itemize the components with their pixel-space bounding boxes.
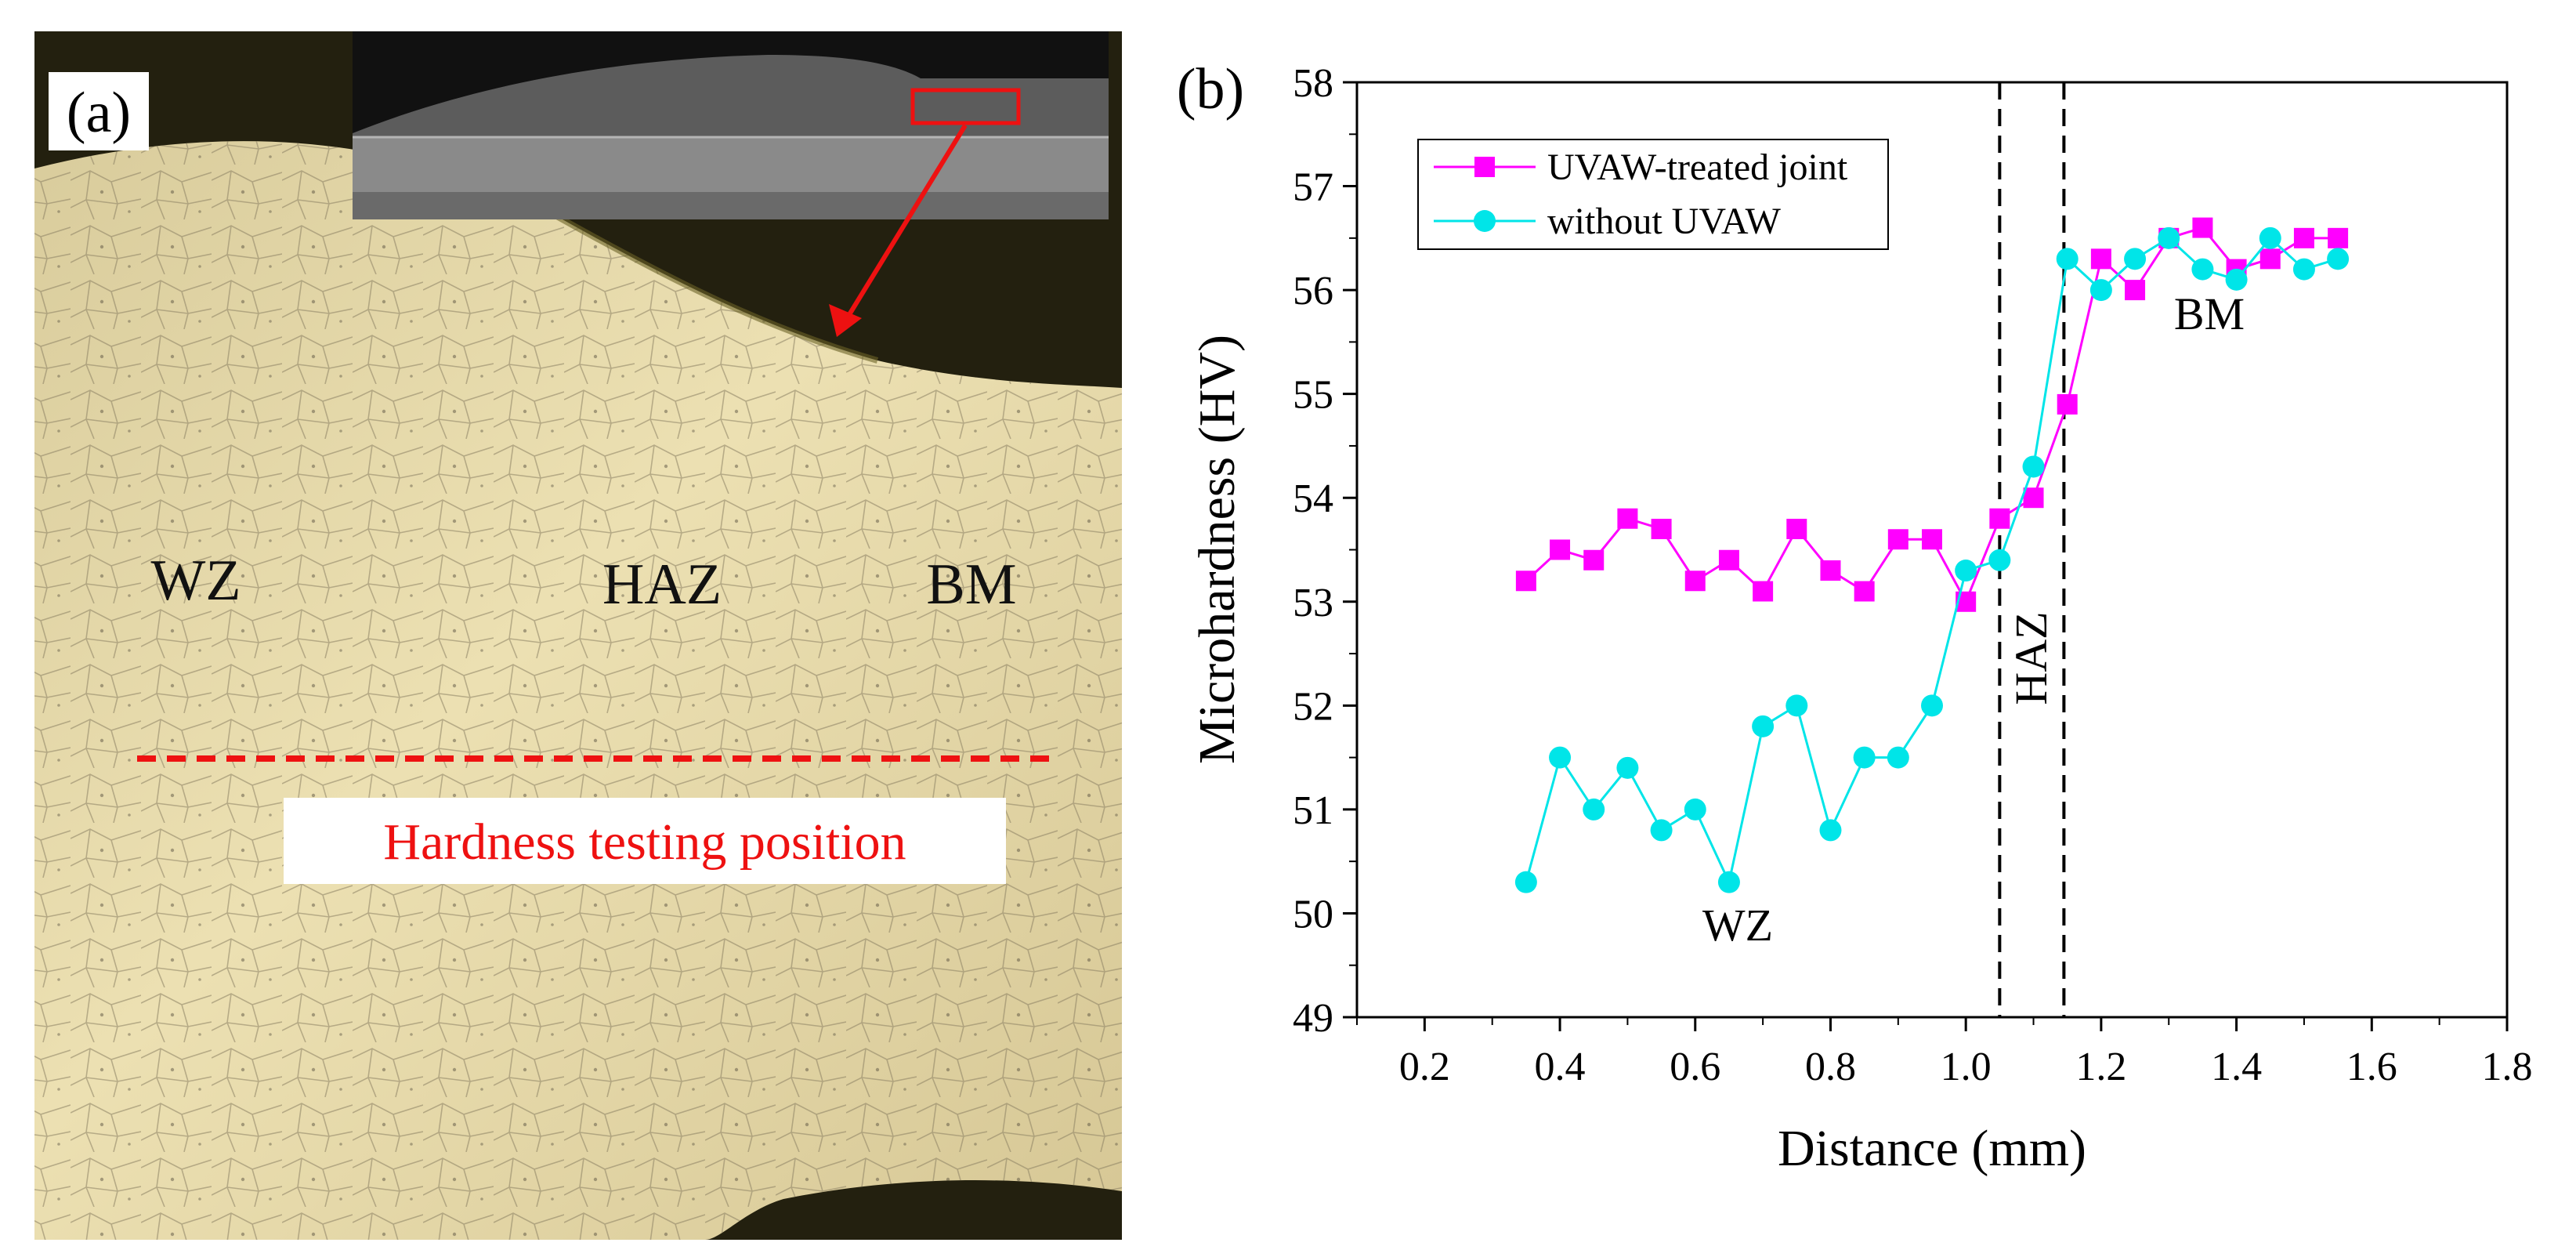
legend-label-uvaw: UVAW-treated joint (1547, 147, 1848, 188)
x-tick-label: 0.8 (1805, 1045, 1856, 1089)
point-uvaw (1820, 560, 1841, 581)
x-tick-label: 1.8 (2482, 1045, 2533, 1089)
y-tick-label: 58 (1293, 61, 1333, 106)
point-without-uvaw (1616, 756, 1639, 779)
point-without-uvaw (1988, 549, 2011, 571)
point-uvaw (2293, 227, 2314, 248)
point-uvaw (2125, 280, 2146, 301)
point-without-uvaw (2022, 455, 2045, 478)
point-uvaw (1515, 571, 1536, 592)
panel-b-label: (b) (1177, 57, 1244, 121)
y-tick-label: 55 (1293, 373, 1333, 418)
inset-cross-section (353, 31, 1109, 219)
point-without-uvaw (1752, 715, 1775, 737)
point-uvaw (1684, 571, 1706, 592)
point-without-uvaw (2158, 226, 2180, 249)
point-uvaw (1583, 549, 1605, 571)
point-without-uvaw (2225, 268, 2248, 291)
point-without-uvaw (2124, 248, 2147, 270)
micrograph-panel: (a) WZ HAZ BM Hardness testing position (34, 31, 1122, 1240)
point-without-uvaw (2327, 248, 2350, 270)
y-tick-label: 53 (1293, 581, 1333, 625)
y-tick-label: 50 (1293, 892, 1333, 936)
point-without-uvaw (1853, 746, 1876, 769)
x-axis-label: Distance (mm) (1778, 1120, 2086, 1177)
x-tick-label: 1.0 (1941, 1045, 1992, 1089)
point-without-uvaw (1684, 798, 1706, 820)
legend-label-without: without UVAW (1547, 201, 1782, 242)
x-tick-label: 0.6 (1670, 1045, 1720, 1089)
point-without-uvaw (2259, 226, 2281, 249)
point-without-uvaw (2292, 258, 2315, 281)
zone-label-bm: BM (926, 552, 1016, 617)
point-without-uvaw (2056, 248, 2079, 270)
point-uvaw (2259, 248, 2281, 270)
point-without-uvaw (1785, 694, 1808, 717)
point-without-uvaw (1549, 746, 1572, 769)
point-uvaw (1550, 539, 1571, 560)
region-label-haz: HAZ (2006, 611, 2057, 705)
point-without-uvaw (1819, 819, 1842, 842)
region-dividers (1998, 82, 2066, 1017)
point-uvaw (2057, 393, 2078, 415)
legend-marker-uvaw (1474, 157, 1495, 177)
x-tick-label: 1.4 (2211, 1045, 2262, 1089)
x-axis-ticks: 0.2 0.4 0.6 0.8 1.0 1.2 1.4 1.6 1.8 (1356, 1017, 2533, 1089)
point-uvaw (2090, 248, 2111, 270)
point-without-uvaw (2191, 258, 2214, 281)
zone-label-wz: WZ (150, 549, 241, 613)
region-label-bm: BM (2174, 288, 2245, 339)
point-without-uvaw (1717, 871, 1740, 893)
position-label-box (284, 798, 1006, 884)
y-axis-ticks: 49 50 51 52 53 54 55 56 57 58 (1293, 61, 1357, 1041)
legend-box (1417, 139, 1889, 250)
zone-label-haz: HAZ (602, 552, 722, 617)
point-uvaw (1718, 549, 1739, 571)
y-tick-label: 49 (1293, 996, 1333, 1041)
inset-region-marker (910, 88, 1021, 125)
point-without-uvaw (1955, 560, 1977, 582)
y-tick-label: 57 (1293, 165, 1333, 210)
point-uvaw (1989, 508, 2010, 529)
region-label-wz: WZ (1702, 900, 1773, 951)
point-uvaw (2192, 217, 2213, 238)
hardness-position-label: Hardness testing position (383, 813, 906, 871)
point-uvaw (1887, 529, 1908, 550)
legend-marker-without (1474, 210, 1496, 232)
x-tick-label: 1.6 (2346, 1045, 2397, 1089)
legend: UVAW-treated joint without UVAW (1417, 139, 1889, 250)
y-tick-label: 56 (1293, 269, 1333, 313)
point-uvaw (2023, 487, 2044, 509)
series-layer (1514, 217, 2350, 893)
y-tick-label: 52 (1293, 684, 1333, 729)
x-tick-label: 0.2 (1399, 1045, 1450, 1089)
y-tick-label: 54 (1293, 476, 1333, 521)
point-without-uvaw (1583, 798, 1605, 820)
point-uvaw (1651, 518, 1672, 539)
point-without-uvaw (1887, 746, 1909, 769)
point-without-uvaw (1514, 871, 1537, 893)
point-without-uvaw (2089, 279, 2112, 302)
point-uvaw (1922, 529, 1942, 550)
point-uvaw (1753, 581, 1774, 602)
y-tick-label: 51 (1293, 788, 1333, 833)
point-without-uvaw (1650, 819, 1673, 842)
point-uvaw (1854, 581, 1875, 602)
x-tick-label: 1.2 (2075, 1045, 2126, 1089)
inset-arrow (829, 124, 968, 337)
point-uvaw (2328, 227, 2349, 248)
point-uvaw (1786, 518, 1807, 539)
hardness-chart: (b) 0.2 0.4 0.6 0.8 1.0 1.2 1.4 1.6 1.8 49 50 51 52… (1177, 57, 2533, 1177)
panel-a-label: (a) (67, 81, 131, 145)
y-axis-label: Microhardness (HV) (1189, 335, 1246, 764)
point-without-uvaw (1921, 694, 1943, 717)
point-uvaw (1617, 508, 1638, 529)
x-tick-label: 0.4 (1535, 1045, 1586, 1089)
